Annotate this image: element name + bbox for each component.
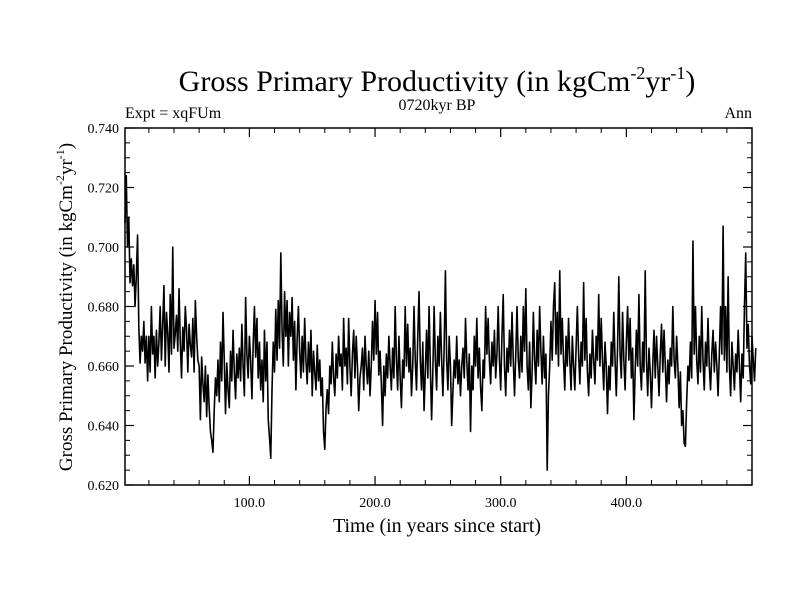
y-tick-label: 0.720	[88, 182, 120, 197]
x-axis-ticks: 100.0 200.0 300.0 400.0	[148, 128, 728, 511]
y-tick-label: 0.620	[88, 479, 120, 494]
experiment-label: Expt = xqFUm	[125, 105, 222, 122]
y-axis-label: Gross Primary Productivity (in kgCm-2yr-…	[53, 143, 77, 471]
x-tick-label: 300.0	[485, 496, 517, 511]
x-tick-label: 100.0	[234, 496, 266, 511]
gpp-series-line	[124, 174, 757, 471]
x-axis-label: Time (in years since start)	[333, 515, 541, 537]
y-tick-label: 0.640	[88, 420, 120, 435]
period-label: 0720kyr BP	[399, 97, 476, 114]
plot-frame	[124, 127, 753, 486]
y-tick-label: 0.740	[88, 122, 120, 137]
y-tick-label: 0.660	[88, 360, 120, 375]
x-tick-label: 400.0	[611, 496, 643, 511]
y-tick-label: 0.700	[88, 241, 120, 256]
season-label: Ann	[724, 105, 752, 122]
x-tick-label: 200.0	[359, 496, 391, 511]
chart-title: Gross Primary Productivity (in kgCm-2yr-…	[179, 63, 696, 98]
y-tick-label: 0.680	[88, 301, 120, 316]
